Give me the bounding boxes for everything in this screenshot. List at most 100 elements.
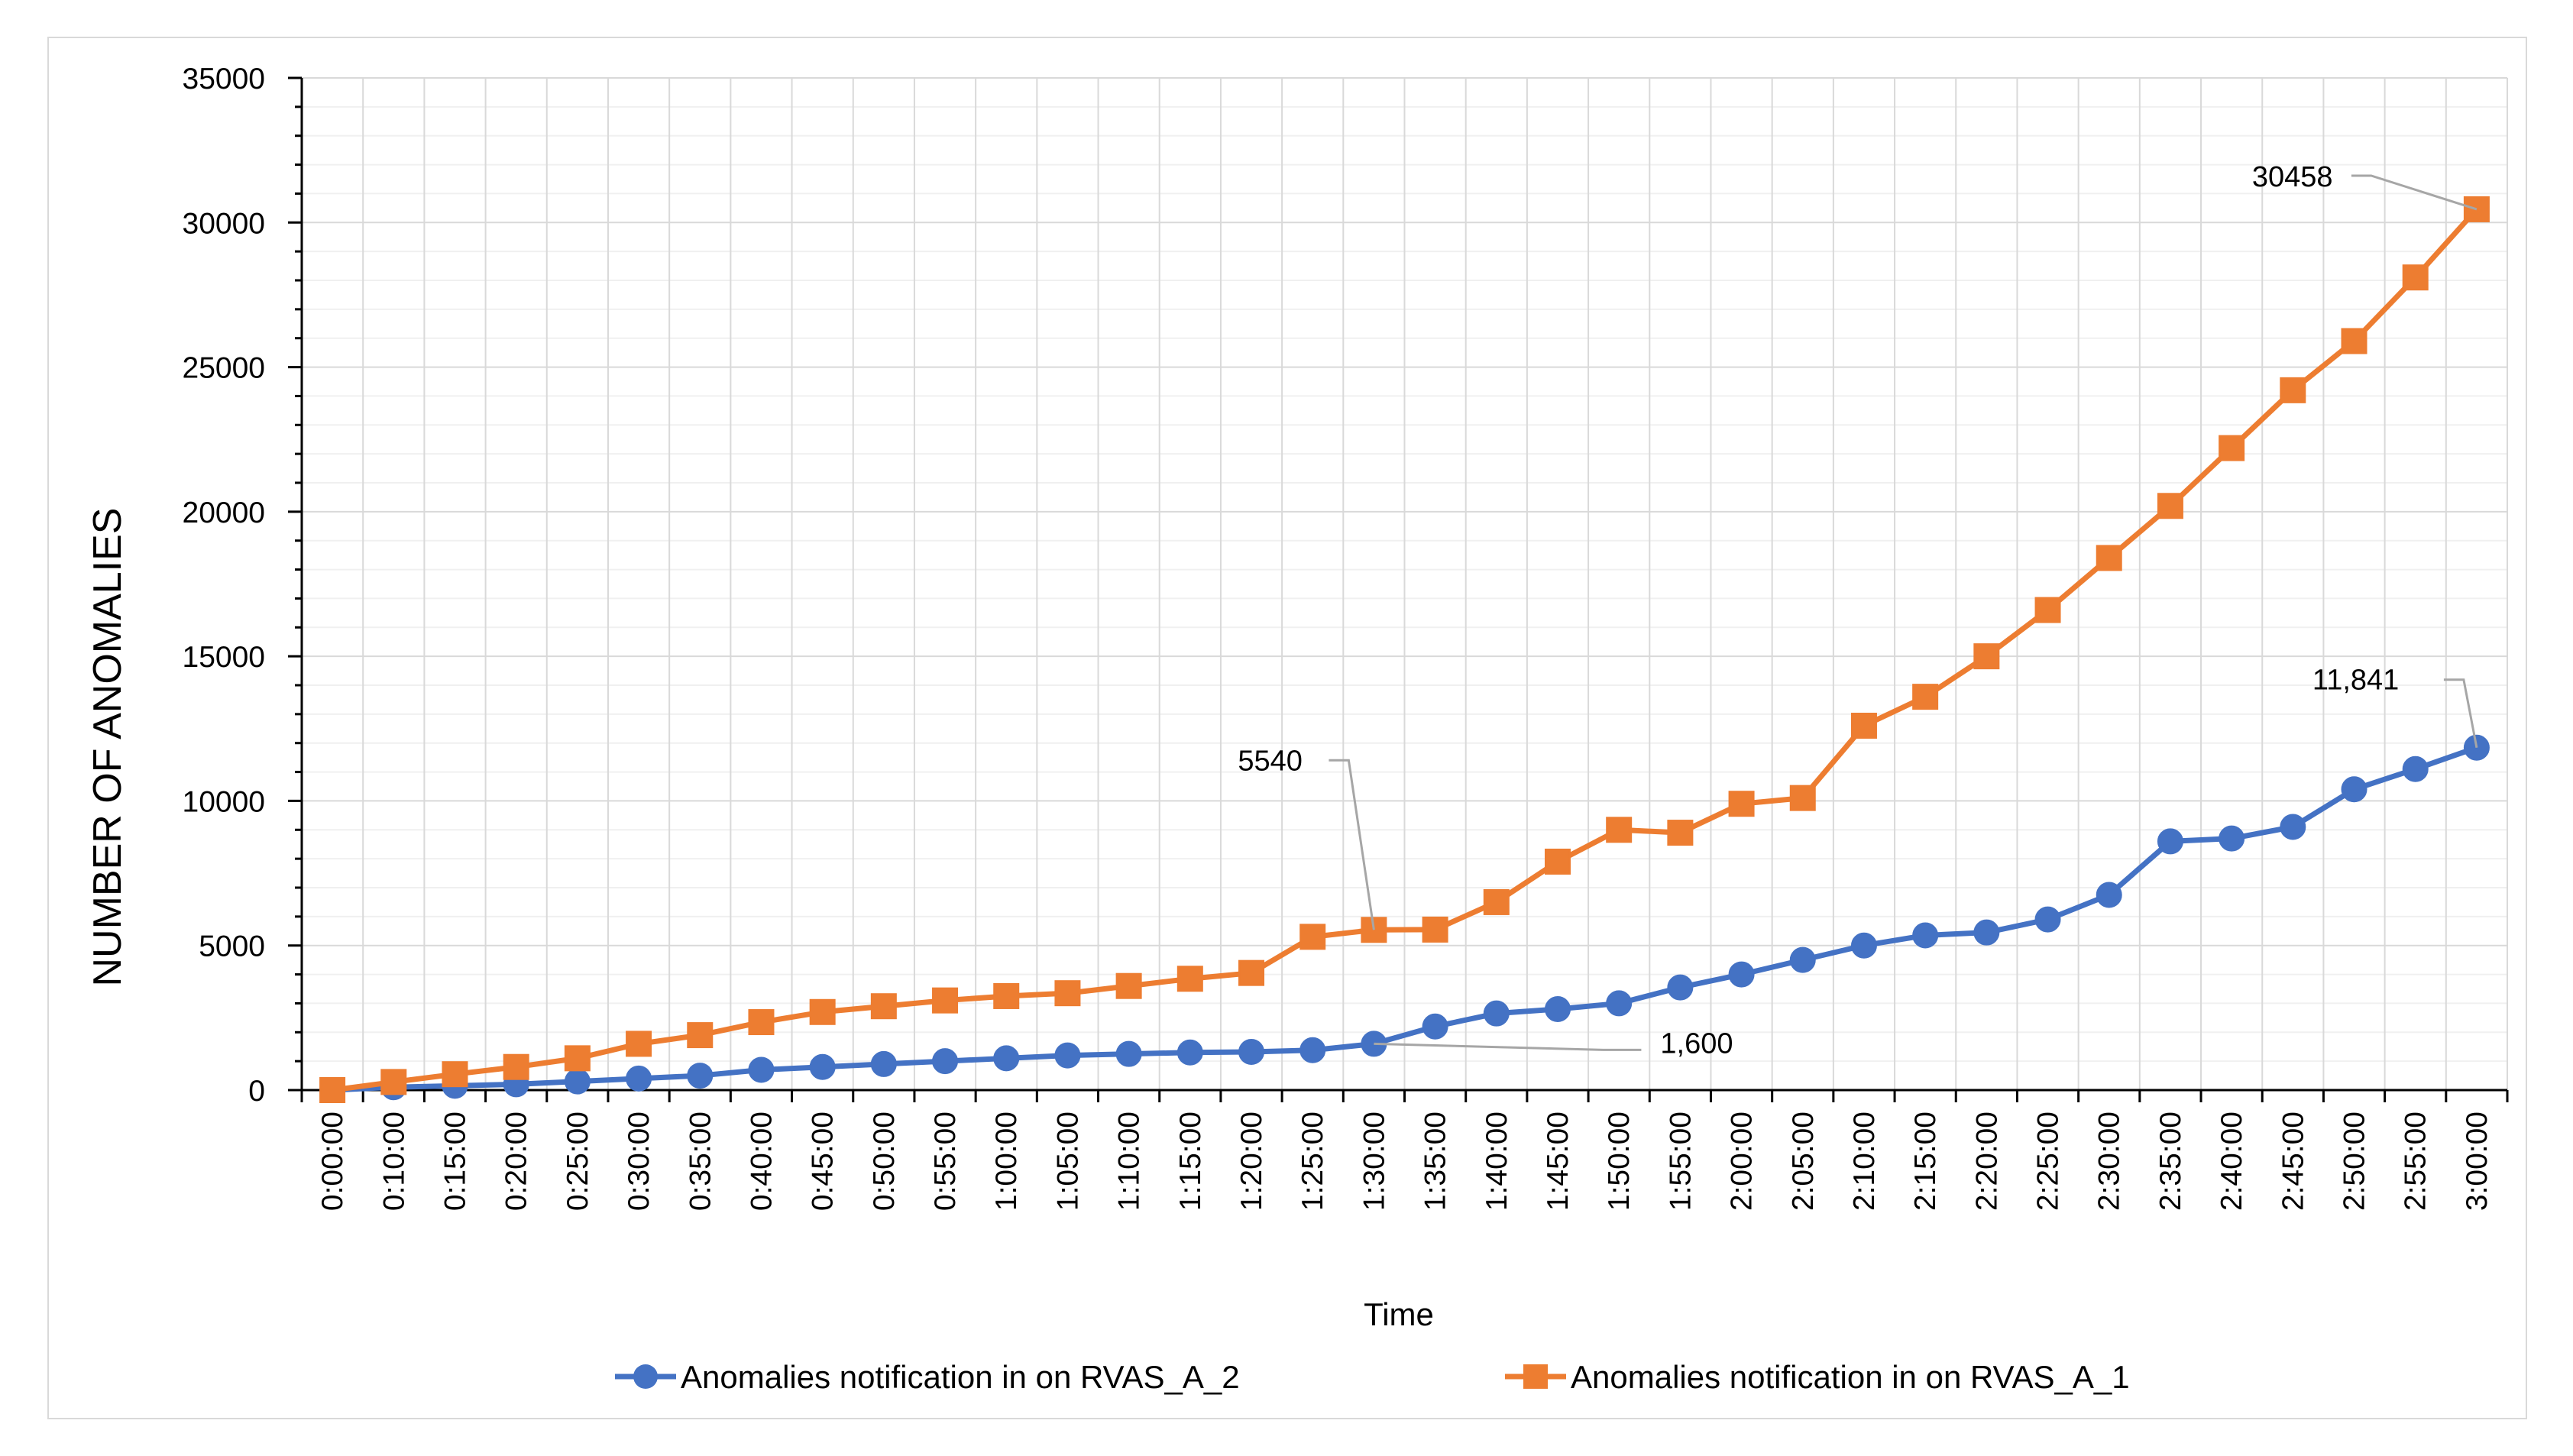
x-tick-label: 0:15:00 bbox=[439, 1111, 471, 1211]
data-point-circle bbox=[564, 1068, 591, 1095]
data-point-square bbox=[2034, 597, 2061, 623]
data-point-circle bbox=[1789, 946, 1816, 973]
data-point-circle bbox=[2034, 906, 2061, 933]
x-tick-label: 1:30:00 bbox=[1358, 1111, 1390, 1211]
y-tick-label: 0 bbox=[248, 1075, 265, 1108]
x-tick-label: 1:15:00 bbox=[1174, 1111, 1207, 1211]
x-tick-label: 1:50:00 bbox=[1603, 1111, 1636, 1211]
data-point-circle bbox=[1115, 1040, 1142, 1067]
gridlines bbox=[301, 77, 2508, 1091]
y-tick-label: 35000 bbox=[183, 63, 265, 95]
x-tick-label: 0:25:00 bbox=[562, 1111, 594, 1211]
data-point-square bbox=[2280, 377, 2306, 403]
data-point-square bbox=[1606, 817, 1633, 843]
data-point-circle bbox=[626, 1065, 652, 1092]
x-tick-label: 2:50:00 bbox=[2338, 1111, 2371, 1211]
data-point-square bbox=[2341, 328, 2367, 354]
data-point-square bbox=[626, 1031, 652, 1057]
x-tick-label: 0:40:00 bbox=[745, 1111, 778, 1211]
data-point-circle bbox=[2280, 814, 2306, 840]
data-point-circle bbox=[1973, 919, 2000, 946]
x-tick-label: 1:45:00 bbox=[1542, 1111, 1575, 1211]
data-point-square bbox=[1973, 643, 2000, 670]
data-point-square bbox=[2096, 545, 2122, 571]
x-tick-label: 1:35:00 bbox=[1419, 1111, 1452, 1211]
data-point-square bbox=[1789, 785, 1816, 811]
data-point-square bbox=[503, 1053, 529, 1080]
y-tick-label: 25000 bbox=[183, 352, 265, 385]
x-tick-label: 3:00:00 bbox=[2461, 1111, 2494, 1211]
data-point-square bbox=[1483, 888, 1510, 915]
data-point-circle bbox=[687, 1063, 714, 1089]
x-tick-label: 0:45:00 bbox=[807, 1111, 840, 1211]
data-point-circle bbox=[2096, 882, 2122, 908]
data-point-circle bbox=[1176, 1039, 1203, 1066]
data-point-circle bbox=[932, 1048, 959, 1075]
data-point-circle bbox=[2341, 776, 2367, 803]
x-tick-label: 0:10:00 bbox=[377, 1111, 410, 1211]
x-tick-label: 1:55:00 bbox=[1664, 1111, 1697, 1211]
data-point-circle bbox=[1544, 996, 1571, 1022]
data-point-circle bbox=[1850, 932, 1877, 959]
x-tick-label: 2:40:00 bbox=[2215, 1111, 2248, 1211]
x-tick-label: 1:10:00 bbox=[1113, 1111, 1146, 1211]
data-callouts: 30458 5540 11,841 1,600 bbox=[1238, 161, 2478, 1060]
x-tick-label: 2:05:00 bbox=[1787, 1111, 1820, 1211]
x-tick-label: 0:55:00 bbox=[929, 1111, 962, 1211]
data-point-square bbox=[1238, 959, 1265, 986]
data-point-square bbox=[1054, 980, 1081, 1007]
data-callout-label: 1,600 bbox=[1660, 1027, 1733, 1060]
data-point-circle bbox=[1299, 1037, 1326, 1063]
data-point-square bbox=[1176, 966, 1203, 992]
x-tick-label: 0:35:00 bbox=[684, 1111, 717, 1211]
y-tick-label: 15000 bbox=[183, 641, 265, 674]
x-tick-label: 2:45:00 bbox=[2277, 1111, 2309, 1211]
data-point-circle bbox=[809, 1053, 836, 1080]
data-point-circle bbox=[1483, 1000, 1510, 1027]
y-tick-label: 30000 bbox=[183, 207, 265, 240]
x-tick-label: 0:30:00 bbox=[623, 1111, 655, 1211]
data-callout-label: 5540 bbox=[1238, 745, 1303, 777]
data-point-square bbox=[1115, 972, 1142, 999]
data-point-circle bbox=[1728, 961, 1755, 988]
data-point-square bbox=[809, 998, 836, 1025]
x-tick-label: 0:20:00 bbox=[500, 1111, 533, 1211]
data-point-circle bbox=[2402, 756, 2429, 782]
data-point-circle bbox=[1422, 1013, 1448, 1040]
data-point-square bbox=[993, 982, 1020, 1009]
data-point-circle bbox=[1238, 1039, 1265, 1066]
data-point-square bbox=[1544, 848, 1571, 875]
x-tick-label: 1:05:00 bbox=[1051, 1111, 1084, 1211]
data-point-circle bbox=[1912, 922, 1939, 949]
callout-leader-line bbox=[2443, 678, 2478, 749]
legend-marker-square bbox=[1523, 1364, 1548, 1389]
axes: 0 5000 10000 15000 20000 25000 30000 35000 0:00:… bbox=[183, 63, 2509, 1211]
x-tick-label: 0:50:00 bbox=[868, 1111, 901, 1211]
x-tick-label: 2:30:00 bbox=[2093, 1111, 2126, 1211]
data-point-square bbox=[1422, 916, 1448, 943]
callout-leader-line bbox=[1374, 1042, 1642, 1051]
x-tick-label: 1:00:00 bbox=[990, 1111, 1023, 1211]
data-point-circle bbox=[2219, 825, 2245, 852]
y-tick-label: 20000 bbox=[183, 497, 265, 529]
legend-label-1: Anomalies notification in on RVAS_A_2 bbox=[681, 1359, 1240, 1395]
x-tick-label: 2:35:00 bbox=[2154, 1111, 2187, 1211]
y-axis-title: NUMBER OF ANOMALIES bbox=[86, 508, 130, 987]
data-point-square bbox=[2402, 264, 2429, 291]
data-point-square bbox=[442, 1061, 468, 1088]
data-point-square bbox=[1850, 713, 1877, 739]
callout-leader-line bbox=[2351, 174, 2478, 211]
x-tick-label: 1:25:00 bbox=[1296, 1111, 1329, 1211]
legend: Anomalies notification in on RVAS_A_2 Ano… bbox=[615, 1359, 2130, 1395]
data-point-square bbox=[1728, 791, 1755, 817]
data-point-circle bbox=[1606, 990, 1633, 1017]
data-point-circle bbox=[993, 1045, 1020, 1072]
data-point-square bbox=[564, 1045, 591, 1072]
data-point-square bbox=[1912, 684, 1939, 710]
x-tick-label: 2:25:00 bbox=[2032, 1111, 2065, 1211]
x-tick-label: 1:20:00 bbox=[1235, 1111, 1268, 1211]
y-tick-label: 10000 bbox=[183, 785, 265, 818]
x-tick-label: 2:15:00 bbox=[1909, 1111, 1942, 1211]
data-point-square bbox=[2219, 435, 2245, 461]
